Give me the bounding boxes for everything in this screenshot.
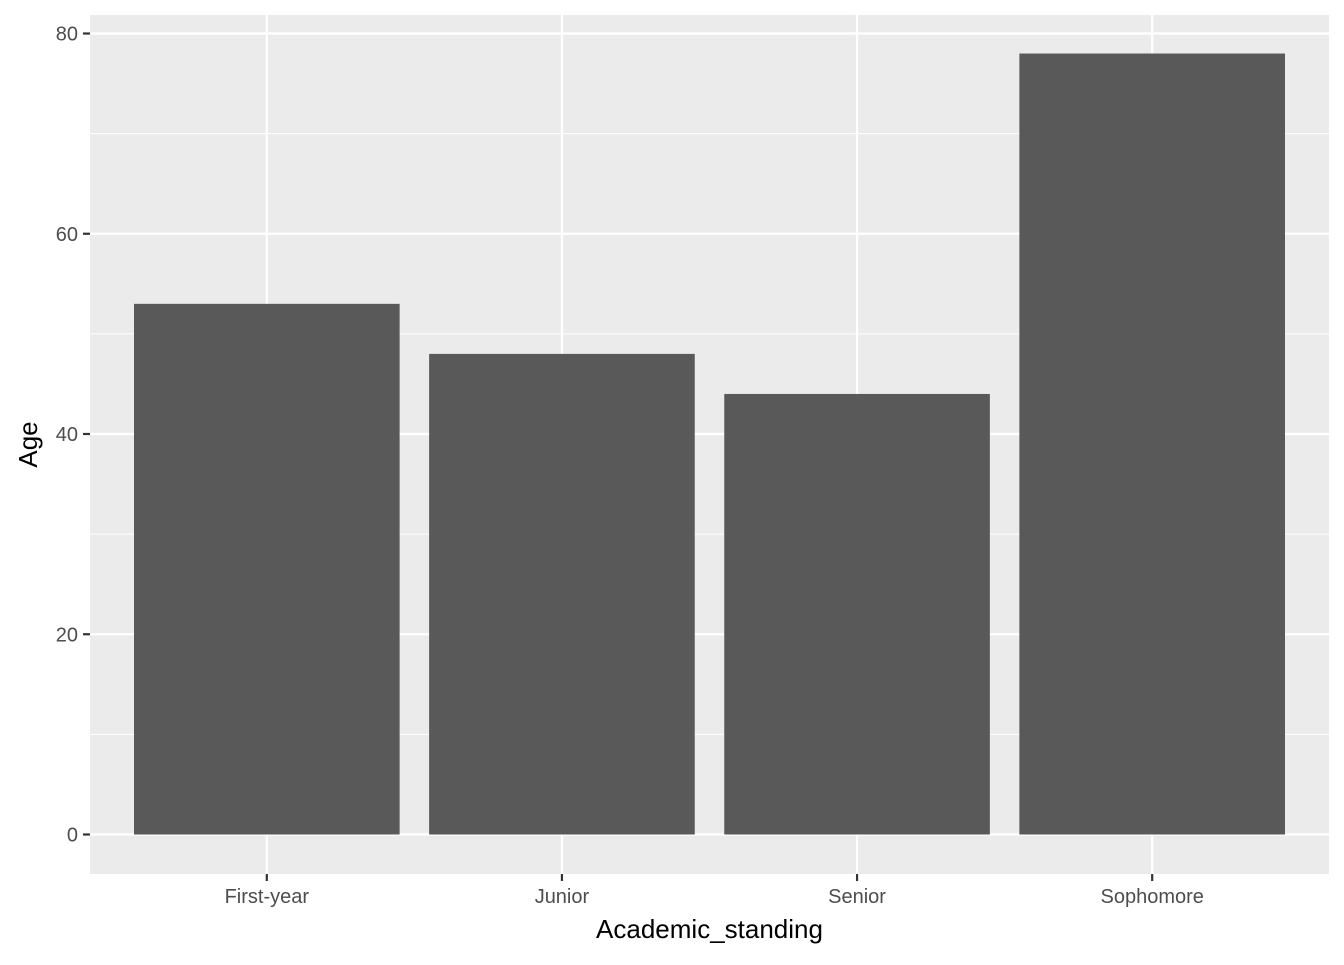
x-tick-label: Sophomore — [1100, 886, 1203, 908]
x-tick-label: First-year — [225, 886, 310, 908]
y-tick-label: 20 — [56, 624, 78, 646]
x-axis-title: Academic_standing — [596, 914, 823, 944]
y-axis: 0 20 40 60 80 — [56, 24, 90, 847]
bars — [134, 53, 1285, 835]
bar-senior — [724, 393, 990, 835]
bar-sophomore — [1019, 53, 1285, 835]
y-tick-label: 60 — [56, 224, 78, 246]
x-tick-label: Junior — [535, 886, 590, 908]
y-tick-label: 40 — [56, 424, 78, 446]
x-axis: First-year Junior Senior Sophomore — [225, 874, 1204, 908]
bar-first-year — [134, 303, 400, 835]
bar-junior — [429, 353, 695, 835]
y-axis-title: Age — [13, 421, 43, 467]
x-tick-label: Senior — [828, 886, 886, 908]
y-tick-label: 80 — [56, 24, 78, 46]
y-tick-label: 0 — [67, 825, 78, 847]
